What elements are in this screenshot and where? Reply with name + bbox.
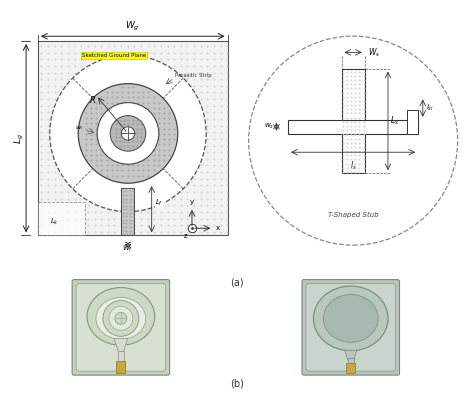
Bar <box>121 188 135 235</box>
Ellipse shape <box>87 287 155 345</box>
Circle shape <box>97 103 159 164</box>
FancyBboxPatch shape <box>76 283 165 371</box>
Text: $W_f$: $W_f$ <box>122 244 134 254</box>
Bar <box>348 358 354 366</box>
Text: $c_i$: $c_i$ <box>115 140 121 148</box>
Text: T-Shaped Stub: T-Shaped Stub <box>328 212 379 218</box>
Bar <box>341 68 365 173</box>
Circle shape <box>78 84 178 183</box>
Bar <box>38 202 85 235</box>
Ellipse shape <box>323 295 378 342</box>
Bar <box>38 41 228 235</box>
Text: $L_f$: $L_f$ <box>155 197 164 208</box>
FancyBboxPatch shape <box>306 283 395 371</box>
Circle shape <box>110 116 146 151</box>
Ellipse shape <box>313 286 388 351</box>
Bar <box>346 363 355 373</box>
Bar <box>117 361 125 373</box>
Text: z: z <box>184 233 188 239</box>
Text: (b): (b) <box>230 378 244 389</box>
FancyBboxPatch shape <box>72 279 170 375</box>
Circle shape <box>109 306 133 330</box>
Text: x: x <box>216 225 220 231</box>
Ellipse shape <box>96 298 146 339</box>
Text: (a): (a) <box>230 277 244 288</box>
Text: $l_{si}$: $l_{si}$ <box>426 103 434 113</box>
Circle shape <box>115 312 127 324</box>
Circle shape <box>50 55 206 212</box>
Text: $L_k$: $L_k$ <box>50 217 59 227</box>
FancyBboxPatch shape <box>302 279 400 375</box>
Bar <box>407 110 418 134</box>
Circle shape <box>248 36 457 245</box>
Text: $l_s$: $l_s$ <box>350 159 356 172</box>
Bar <box>288 120 418 134</box>
Circle shape <box>103 300 139 336</box>
Text: Parasitic Strip: Parasitic Strip <box>175 72 212 78</box>
Polygon shape <box>114 338 128 353</box>
Text: $W_s$: $W_s$ <box>368 46 381 59</box>
Text: $r_i$: $r_i$ <box>135 138 140 147</box>
Text: $W_g$: $W_g$ <box>125 20 140 33</box>
Text: $w_s$: $w_s$ <box>264 122 274 131</box>
Text: $w_i$: $w_i$ <box>74 124 83 132</box>
Text: $R$: $R$ <box>89 94 96 105</box>
Text: $L_g$: $L_g$ <box>13 133 26 144</box>
Polygon shape <box>345 350 357 360</box>
Text: y: y <box>190 199 194 205</box>
Circle shape <box>121 127 135 140</box>
Bar <box>118 351 124 363</box>
Text: $L_s$: $L_s$ <box>390 115 399 127</box>
Text: Sketched Ground Plane: Sketched Ground Plane <box>82 53 146 58</box>
